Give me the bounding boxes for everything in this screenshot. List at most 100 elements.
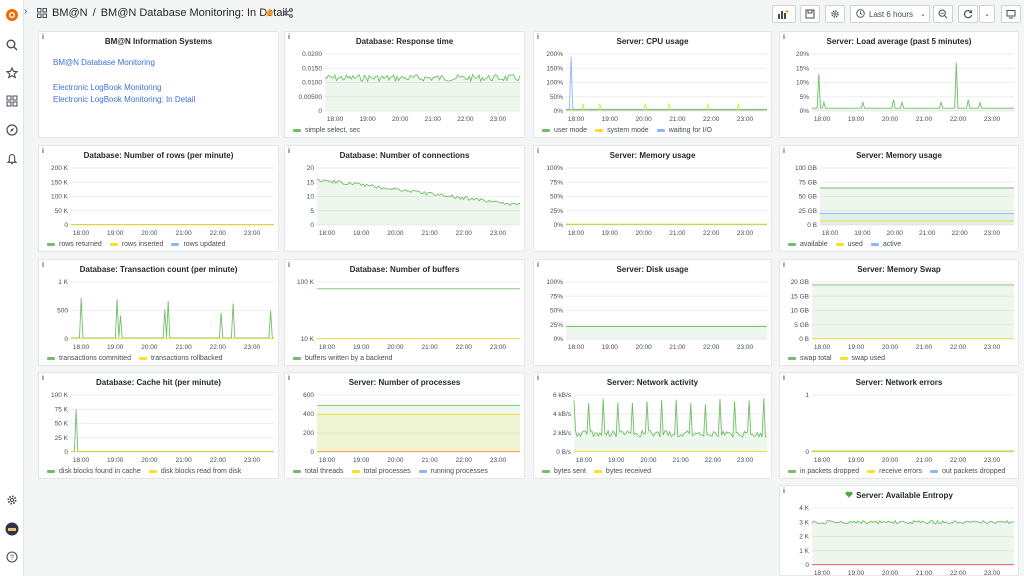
graph-plot[interactable]: 100% 75% 50% 25% 0% 18:00 19:00 20:00 21:00 22:00… [534,146,772,252]
graph-panel[interactable]: i Database: Transaction count (per minute… [38,259,279,366]
info-icon[interactable]: i [288,34,290,41]
info-icon[interactable]: i [783,375,785,382]
refresh-button[interactable] [958,5,978,23]
save-dashboard-button[interactable] [800,5,820,23]
graph-plot[interactable]: 200 K 150 K 100 K 50 K 0 18:00 19:00 20:00 21:00… [39,146,279,252]
info-icon[interactable]: i [783,148,785,155]
legend-item[interactable]: zombie processes [293,478,361,479]
help-icon[interactable]: ? [3,548,21,566]
graph-panel[interactable]: i Server: Load average (past 5 minutes) 20… [779,31,1019,138]
graph-plot[interactable]: 4 K 3 K 2 K 1 K 0 18:00 19:00 20:00 21:00 22:00 23… [780,486,1019,576]
graph-plot[interactable]: 200% 150% 100% 50% 0% 18:00 19:00 20:00 21:00 22:… [534,32,772,138]
dashboards-icon[interactable] [3,92,21,110]
graph-panel[interactable]: i Server: CPU usage 200% 150% 100% 50% 0% 18:00… [533,31,772,138]
legend-item[interactable]: waiting for I/O [656,127,712,134]
link-bmn-database-monitoring[interactable]: BM@N Database Monitoring [53,58,155,67]
add-panel-button[interactable] [772,5,796,23]
info-icon[interactable]: i [537,148,539,155]
legend-item[interactable]: transmit errors [788,478,845,479]
info-icon[interactable]: i [783,262,785,269]
legend-item[interactable]: used [835,241,863,248]
graph-plot[interactable]: 20 GB 15 GB 10 GB 5 GB 0 B 18:00 19:00 20:00 21:… [780,260,1019,366]
graph-panel[interactable]: i Database: Response time 0.0200 0.0150 0.01… [284,31,525,138]
legend-item[interactable]: running processes [418,468,488,475]
alerting-bell-icon[interactable] [3,150,21,168]
legend-item[interactable]: rows deleted [47,251,99,252]
graph-panel[interactable]: i Database: Number of connections 20 15 10 5 0… [284,145,525,252]
graph-panel[interactable]: i Server: Memory usage 100 GB 75 GB 50 GB 25 … [779,145,1019,252]
star-favorite-icon[interactable] [264,7,275,20]
legend-item[interactable]: swap used [839,355,885,362]
graph-panel[interactable]: i Server: Network activity 6 kB/s 4 kB/s 2 k… [533,372,772,479]
starred-icon[interactable] [3,64,21,82]
graph-plot[interactable]: 100 K 75 K 50 K 25 K 0 18:00 19:00 20:00 21:00 22… [39,373,279,479]
legend-item[interactable]: buffers written by the background writer [293,365,427,366]
graph-plot[interactable]: 1 0 18:00 19:00 20:00 21:00 22:00 23:00 [780,373,1019,479]
info-icon[interactable]: i [288,375,290,382]
info-icon[interactable]: i [42,148,44,155]
graph-plot[interactable]: 20% 15% 10% 5% 0% 18:00 19:00 20:00 21:00 22:00 23… [780,32,1019,138]
legend-item[interactable]: total threads [293,468,344,475]
time-range-picker[interactable]: Last 6 hours ⌄ [850,5,930,23]
legend-item[interactable]: disk blocks found in cache [47,468,141,475]
legend-item[interactable]: transactions committed [47,355,131,362]
legend-item[interactable]: rows inserted [109,241,163,248]
legend-item[interactable]: rows updated [171,241,225,248]
explore-icon[interactable] [3,121,21,139]
legend-item[interactable]: in packets dropped [788,468,859,475]
graph-panel[interactable]: i Database: Number of buffers 100 K 10 K 18:… [284,259,525,366]
graph-panel[interactable]: i Server: Memory usage 100% 75% 50% 25% 0% 18:0… [533,145,772,252]
graph-panel[interactable]: i Server: Number of processes 600 400 200 0 18… [284,372,525,479]
legend-item[interactable]: user mode [542,127,587,134]
graph-plot[interactable]: 100% 75% 50% 25% 0% 18:00 19:00 20:00 21:00 22:00… [534,260,772,366]
graph-plot[interactable]: 0.0200 0.0150 0.0100 0.00500 0 18:00 19:00 20:0… [285,32,525,138]
info-icon[interactable]: i [537,375,539,382]
share-icon[interactable] [283,8,293,20]
legend-item[interactable]: rows returned [47,241,102,248]
legend-item[interactable]: buffers written by a backend [293,355,392,362]
legend-item[interactable]: out packets dropped [929,468,1005,475]
link-electronic-logbook-monitoring[interactable]: Electronic LogBook Monitoring [53,83,162,92]
legend-item[interactable]: available [788,241,828,248]
legend-item[interactable]: system mode [595,127,649,134]
info-icon[interactable]: i [42,34,44,41]
settings-gear-icon[interactable] [3,491,21,509]
user-avatar[interactable] [3,520,21,538]
graph-plot[interactable]: 1 K 500 0 18:00 19:00 20:00 21:00 22:00 23:00 [39,260,279,366]
tv-mode-button[interactable] [1001,5,1021,23]
zoom-out-button[interactable] [933,5,953,23]
dashboard-settings-button[interactable] [825,5,845,23]
legend-item[interactable]: bytes sent [542,468,586,475]
graph-plot[interactable]: 600 400 200 0 18:00 19:00 20:00 21:00 22:00 23:00 [285,373,525,479]
info-icon[interactable]: i [783,488,785,495]
legend-item[interactable]: active [870,241,901,248]
grafana-logo-icon[interactable] [3,6,21,24]
graph-plot[interactable]: 100 K 10 K 18:00 19:00 20:00 21:00 22:00 23:00 [285,260,525,366]
graph-panel[interactable]: i Database: Number of rows (per minute) 20… [38,145,279,252]
legend-item[interactable]: swap total [788,355,832,362]
graph-plot[interactable]: 20 15 10 5 0 18:00 19:00 20:00 21:00 22:00 23:00 [285,146,525,252]
breadcrumb-folder[interactable]: BM@N [52,7,88,19]
info-icon[interactable]: i [42,262,44,269]
graph-plot[interactable]: 6 kB/s 4 kB/s 2 kB/s 0 B/s 18:00 19:00 20:00 21… [534,373,772,479]
info-icon[interactable]: i [537,262,539,269]
info-icon[interactable]: i [783,34,785,41]
graph-panel[interactable]: i Server: Disk usage 100% 75% 50% 25% 0% 18:00 1… [533,259,772,366]
legend-item[interactable]: receive errors [867,468,922,475]
graph-panel[interactable]: i Server: Network errors 1 0 18:00 19:00 20:00… [779,372,1019,479]
graph-panel[interactable]: i Server: Memory Swap 20 GB 15 GB 10 GB 5 GB 0… [779,259,1019,366]
page-title[interactable]: BM@N Database Monitoring: In Detail [100,7,288,19]
legend-item[interactable]: total processes [351,468,411,475]
link-electronic-logbook-detail[interactable]: Electronic LogBook Monitoring: In Detail [53,95,196,104]
legend-item[interactable]: disk blocks read from disk [148,468,241,475]
graph-plot[interactable]: 100 GB 75 GB 50 GB 25 GB 0 B 18:00 19:00 20:00 2… [780,146,1019,252]
info-icon[interactable]: i [288,262,290,269]
refresh-interval-dropdown[interactable]: ⌄ [979,5,995,23]
info-icon[interactable]: i [288,148,290,155]
sidebar-expand-chevron-icon[interactable]: › [24,6,28,17]
graph-panel[interactable]: i Database: Cache hit (per minute) 100 K 75… [38,372,279,479]
search-icon[interactable] [3,36,21,54]
info-icon[interactable]: i [537,34,539,41]
legend-item[interactable]: bytes received [593,468,651,475]
